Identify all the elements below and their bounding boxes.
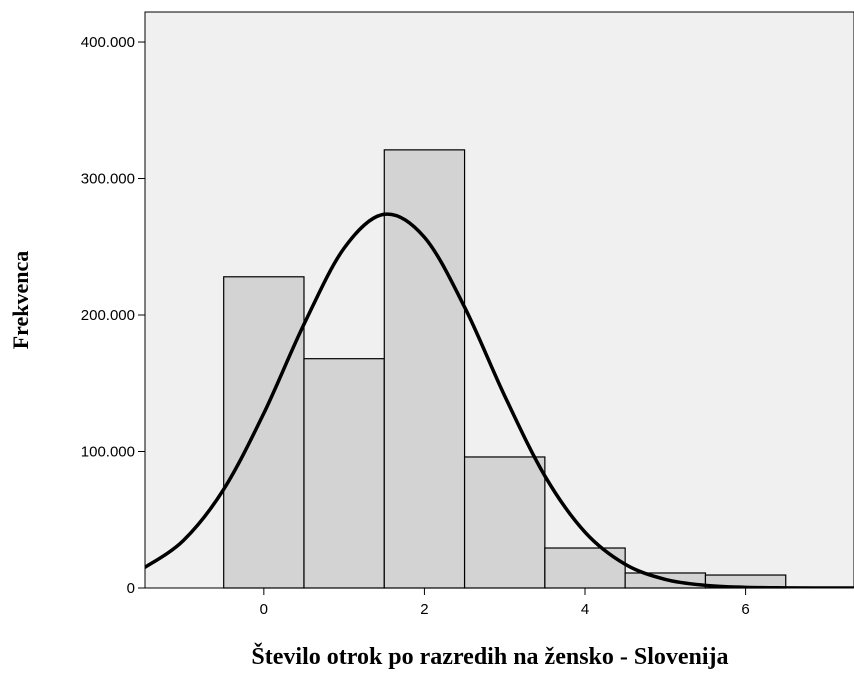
y-axis-label: Frekvenca [8, 251, 33, 350]
normal-curve [145, 212, 854, 588]
bar [223, 276, 305, 589]
x-tick-label: 6 [741, 601, 749, 618]
bar [303, 358, 385, 589]
y-tick-label: 400.000 [81, 34, 135, 51]
y-tick-label: 300.000 [81, 171, 135, 188]
x-tick-label: 2 [420, 601, 428, 618]
x-tick-label: 4 [581, 601, 589, 618]
y-tick-label: 100.000 [81, 444, 135, 461]
y-tick-label: 0 [127, 580, 135, 597]
x-tick-label: 0 [260, 601, 268, 618]
x-axis-label: Število otrok po razredih na žensko - Sl… [251, 643, 728, 670]
bar [463, 456, 546, 589]
bar [383, 149, 466, 589]
bar [544, 547, 626, 589]
y-tick-label: 200.000 [81, 307, 135, 324]
